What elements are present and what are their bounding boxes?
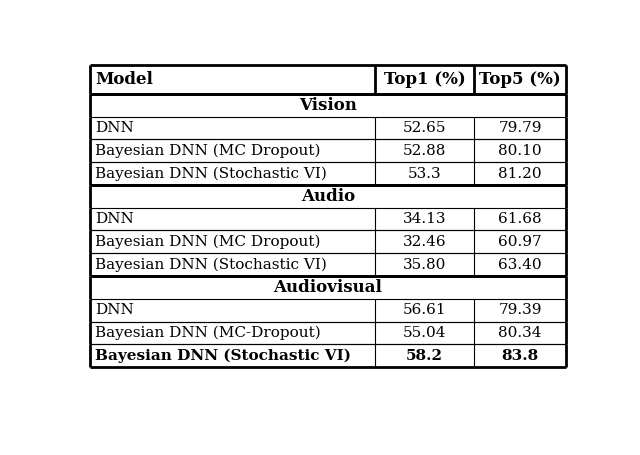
Text: DNN: DNN [95,121,134,135]
Text: Bayesian DNN (MC-Dropout): Bayesian DNN (MC-Dropout) [95,326,321,340]
Text: 79.39: 79.39 [499,303,542,317]
Text: 58.2: 58.2 [406,349,444,363]
Text: 32.46: 32.46 [403,235,447,249]
Text: 55.04: 55.04 [403,326,447,340]
Text: 83.8: 83.8 [502,349,539,363]
Text: 79.79: 79.79 [499,121,542,135]
Text: 56.61: 56.61 [403,303,447,317]
Text: 52.88: 52.88 [403,144,447,158]
Text: 34.13: 34.13 [403,212,447,226]
Text: DNN: DNN [95,212,134,226]
Text: 81.20: 81.20 [499,167,542,181]
Text: Bayesian DNN (MC Dropout): Bayesian DNN (MC Dropout) [95,144,321,158]
Text: Model: Model [95,71,153,88]
Text: Audiovisual: Audiovisual [273,279,383,296]
Text: 80.10: 80.10 [499,144,542,158]
Text: Bayesian DNN (Stochastic VI): Bayesian DNN (Stochastic VI) [95,167,327,181]
Text: Bayesian DNN (Stochastic VI): Bayesian DNN (Stochastic VI) [95,349,351,363]
Text: Audio: Audio [301,188,355,205]
Text: 35.80: 35.80 [403,258,447,272]
Text: 53.3: 53.3 [408,167,442,181]
Text: 52.65: 52.65 [403,121,447,135]
Text: 60.97: 60.97 [499,235,542,249]
Text: Bayesian DNN (Stochastic VI): Bayesian DNN (Stochastic VI) [95,258,327,272]
Text: 80.34: 80.34 [499,326,542,340]
Text: Bayesian DNN (MC Dropout): Bayesian DNN (MC Dropout) [95,235,321,249]
Text: DNN: DNN [95,303,134,317]
Text: Vision: Vision [299,97,357,114]
Text: Top5 (%): Top5 (%) [479,71,561,88]
Text: 63.40: 63.40 [499,258,542,272]
Text: 61.68: 61.68 [499,212,542,226]
Text: Top1 (%): Top1 (%) [384,71,465,88]
